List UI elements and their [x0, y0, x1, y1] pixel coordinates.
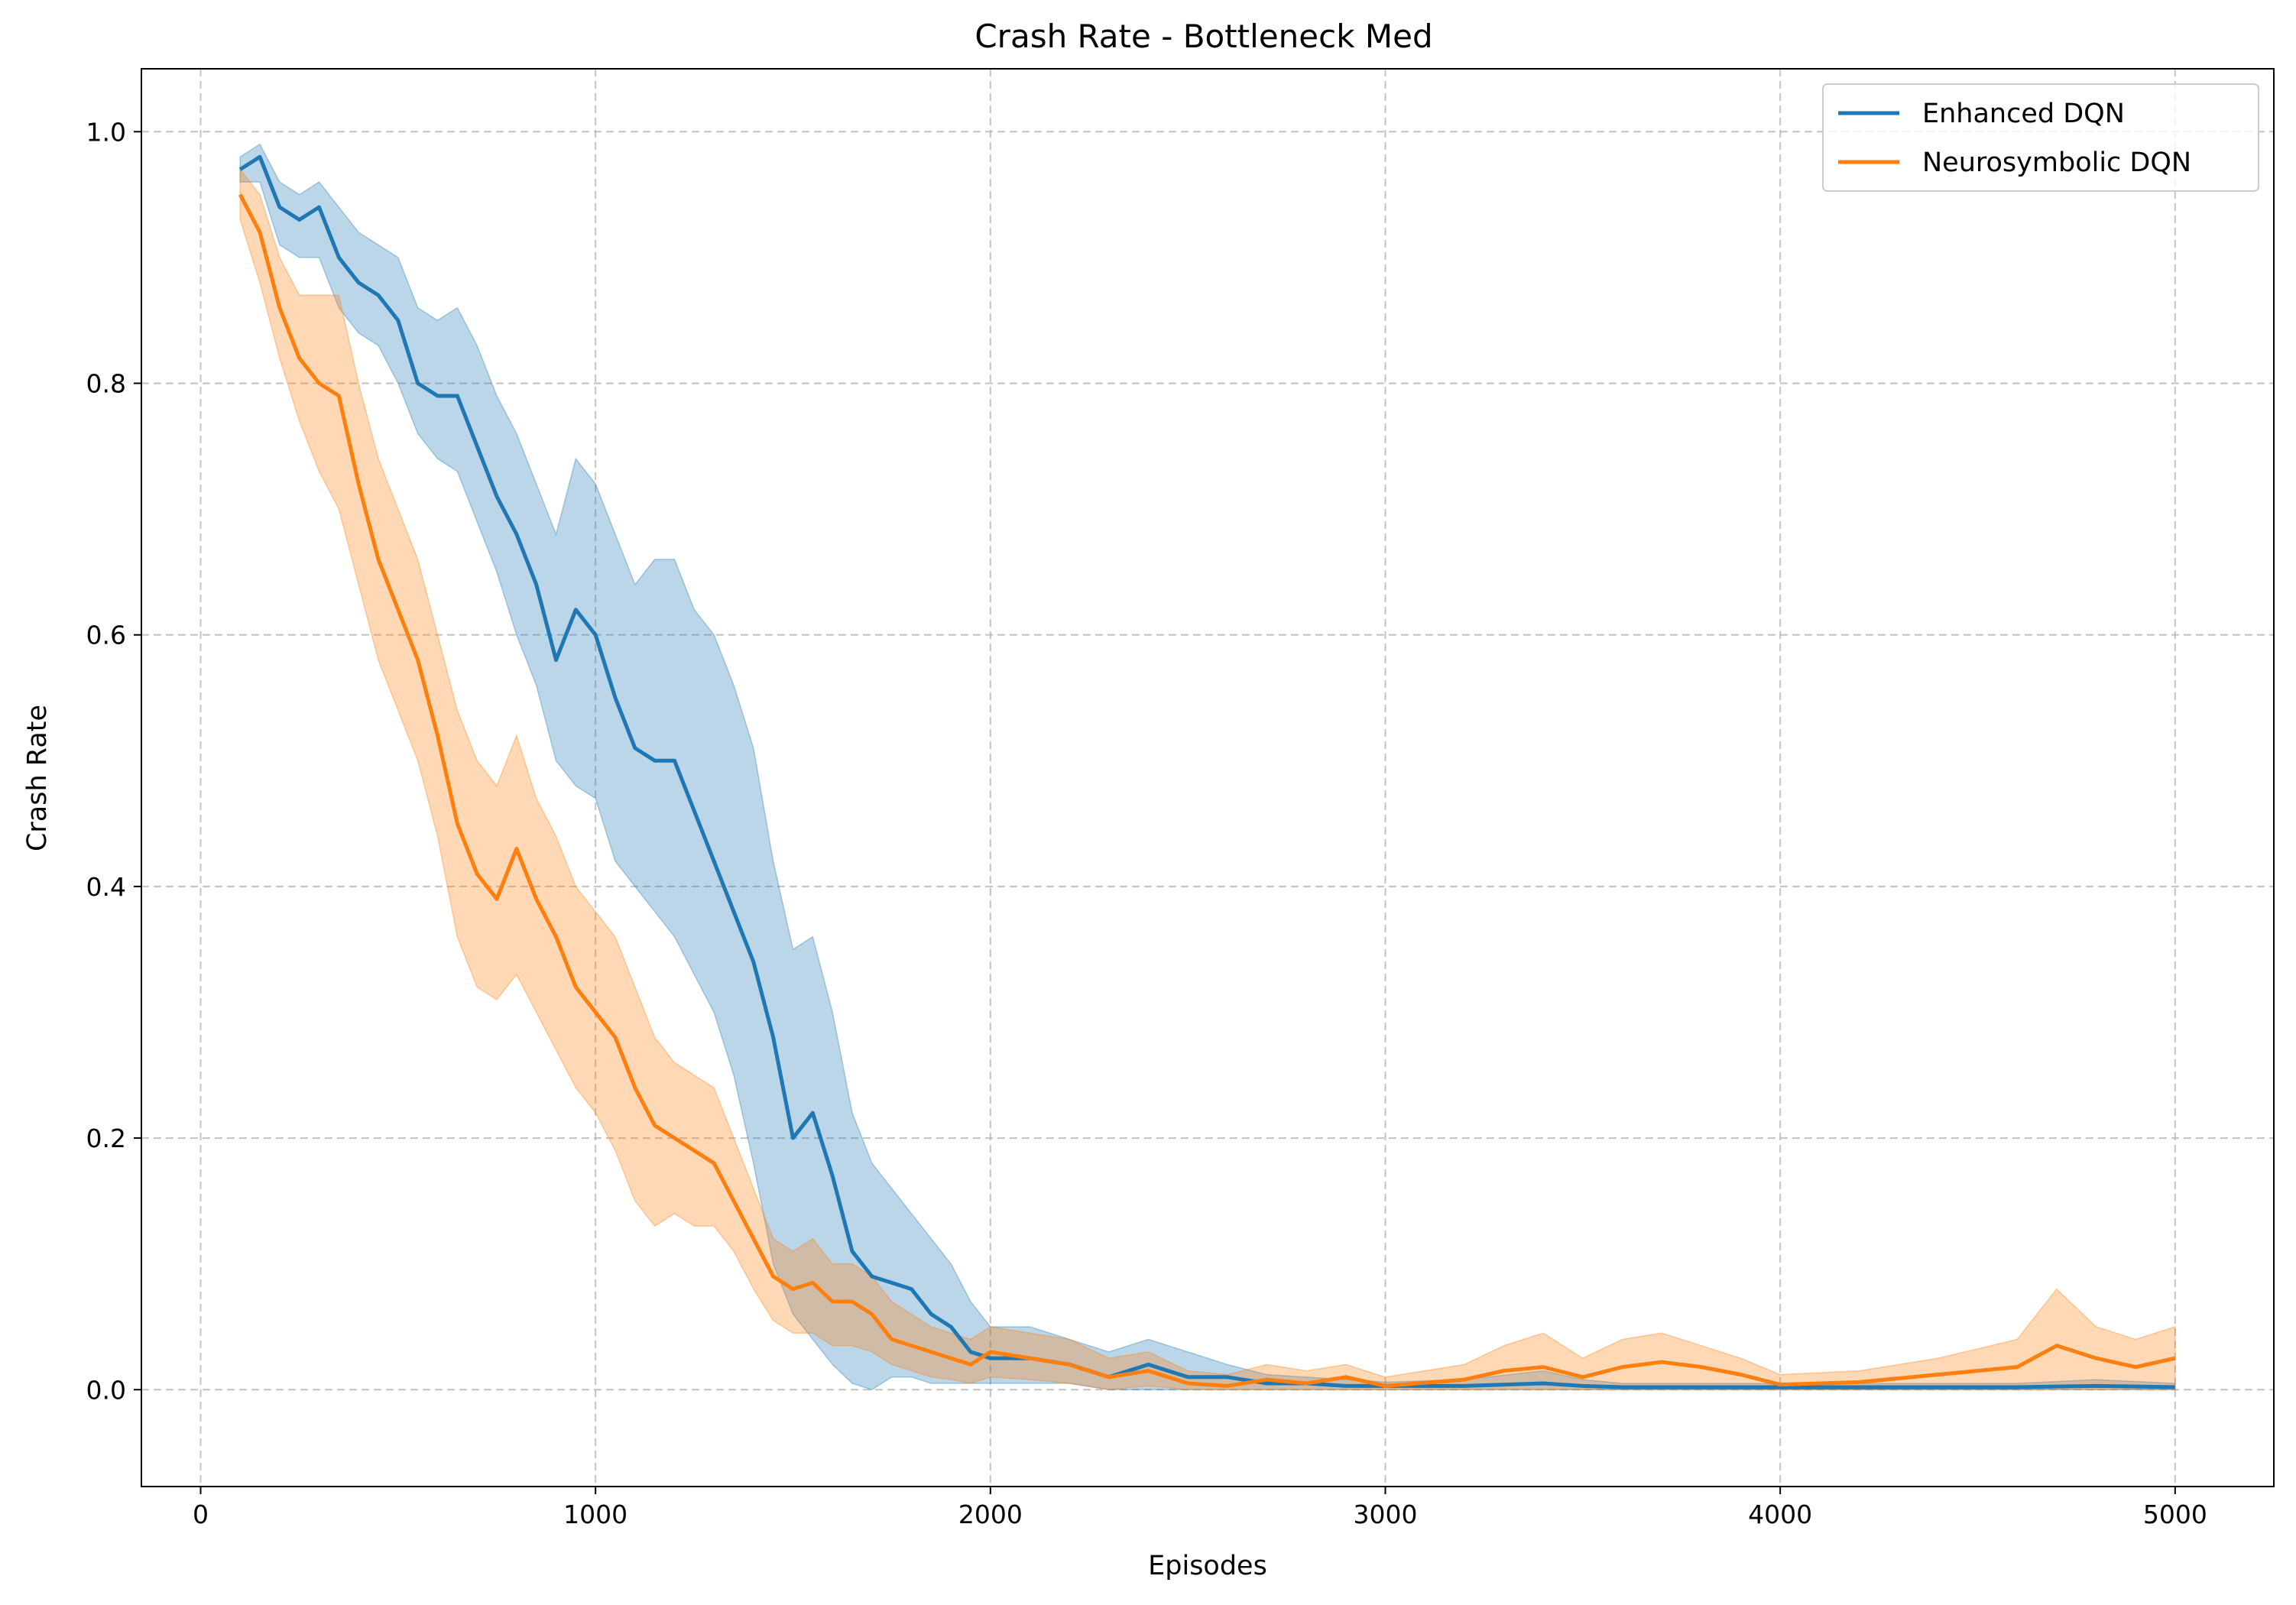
legend-label-enhanced-dqn: Enhanced DQN: [1922, 99, 2125, 129]
legend-box: [1822, 83, 2259, 192]
y-axis-ticks: 0.0 0.2 0.4 0.6 0.8 1.0: [86, 117, 141, 1405]
x-tick-label: 1000: [563, 1500, 628, 1529]
series-line-neurosymbolic-dqn: [238, 193, 2176, 1388]
legend: Enhanced DQN Neurosymbolic DQN: [1822, 83, 2259, 192]
x-axis-ticks: 0 1000 2000 3000 4000 5000: [193, 1487, 2207, 1529]
y-tick-label: 0.8: [86, 368, 126, 398]
y-axis-label: Crash Rate: [22, 705, 53, 851]
y-tick-label: 0.0: [86, 1375, 126, 1405]
y-tick-label: 0.4: [86, 872, 126, 902]
x-tick-label: 0: [193, 1500, 209, 1529]
y-tick-label: 1.0: [86, 117, 126, 147]
confidence-band-enhanced-dqn: [239, 143, 2176, 1391]
series-line-enhanced-dqn: [238, 154, 2175, 1389]
x-tick-label: 5000: [2143, 1500, 2207, 1529]
plot-frame: [141, 68, 2275, 1487]
legend-label-neurosymbolic-dqn: Neurosymbolic DQN: [1922, 148, 2191, 178]
series-lines: [238, 154, 2176, 1389]
chart-title: Crash Rate - Bottleneck Med: [975, 18, 1432, 55]
confidence-bands: [239, 143, 2176, 1391]
x-tick-label: 4000: [1748, 1500, 1812, 1529]
y-tick-label: 0.2: [86, 1124, 126, 1153]
x-tick-label: 3000: [1354, 1500, 1418, 1529]
y-tick-label: 0.6: [86, 621, 126, 650]
confidence-band-neurosymbolic-dqn: [239, 167, 2176, 1391]
x-axis-label: Episodes: [1148, 1551, 1267, 1581]
x-tick-label: 2000: [958, 1500, 1023, 1529]
